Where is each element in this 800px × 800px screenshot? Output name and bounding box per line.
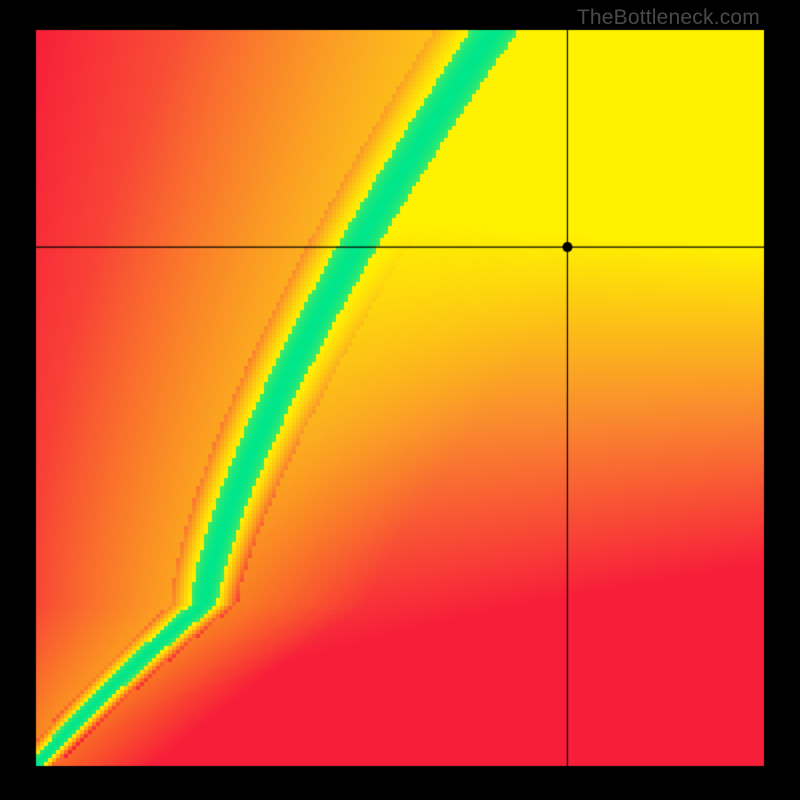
- chart-container: TheBottleneck.com: [0, 0, 800, 800]
- watermark-text: TheBottleneck.com: [577, 6, 760, 30]
- heatmap-canvas: [0, 0, 800, 800]
